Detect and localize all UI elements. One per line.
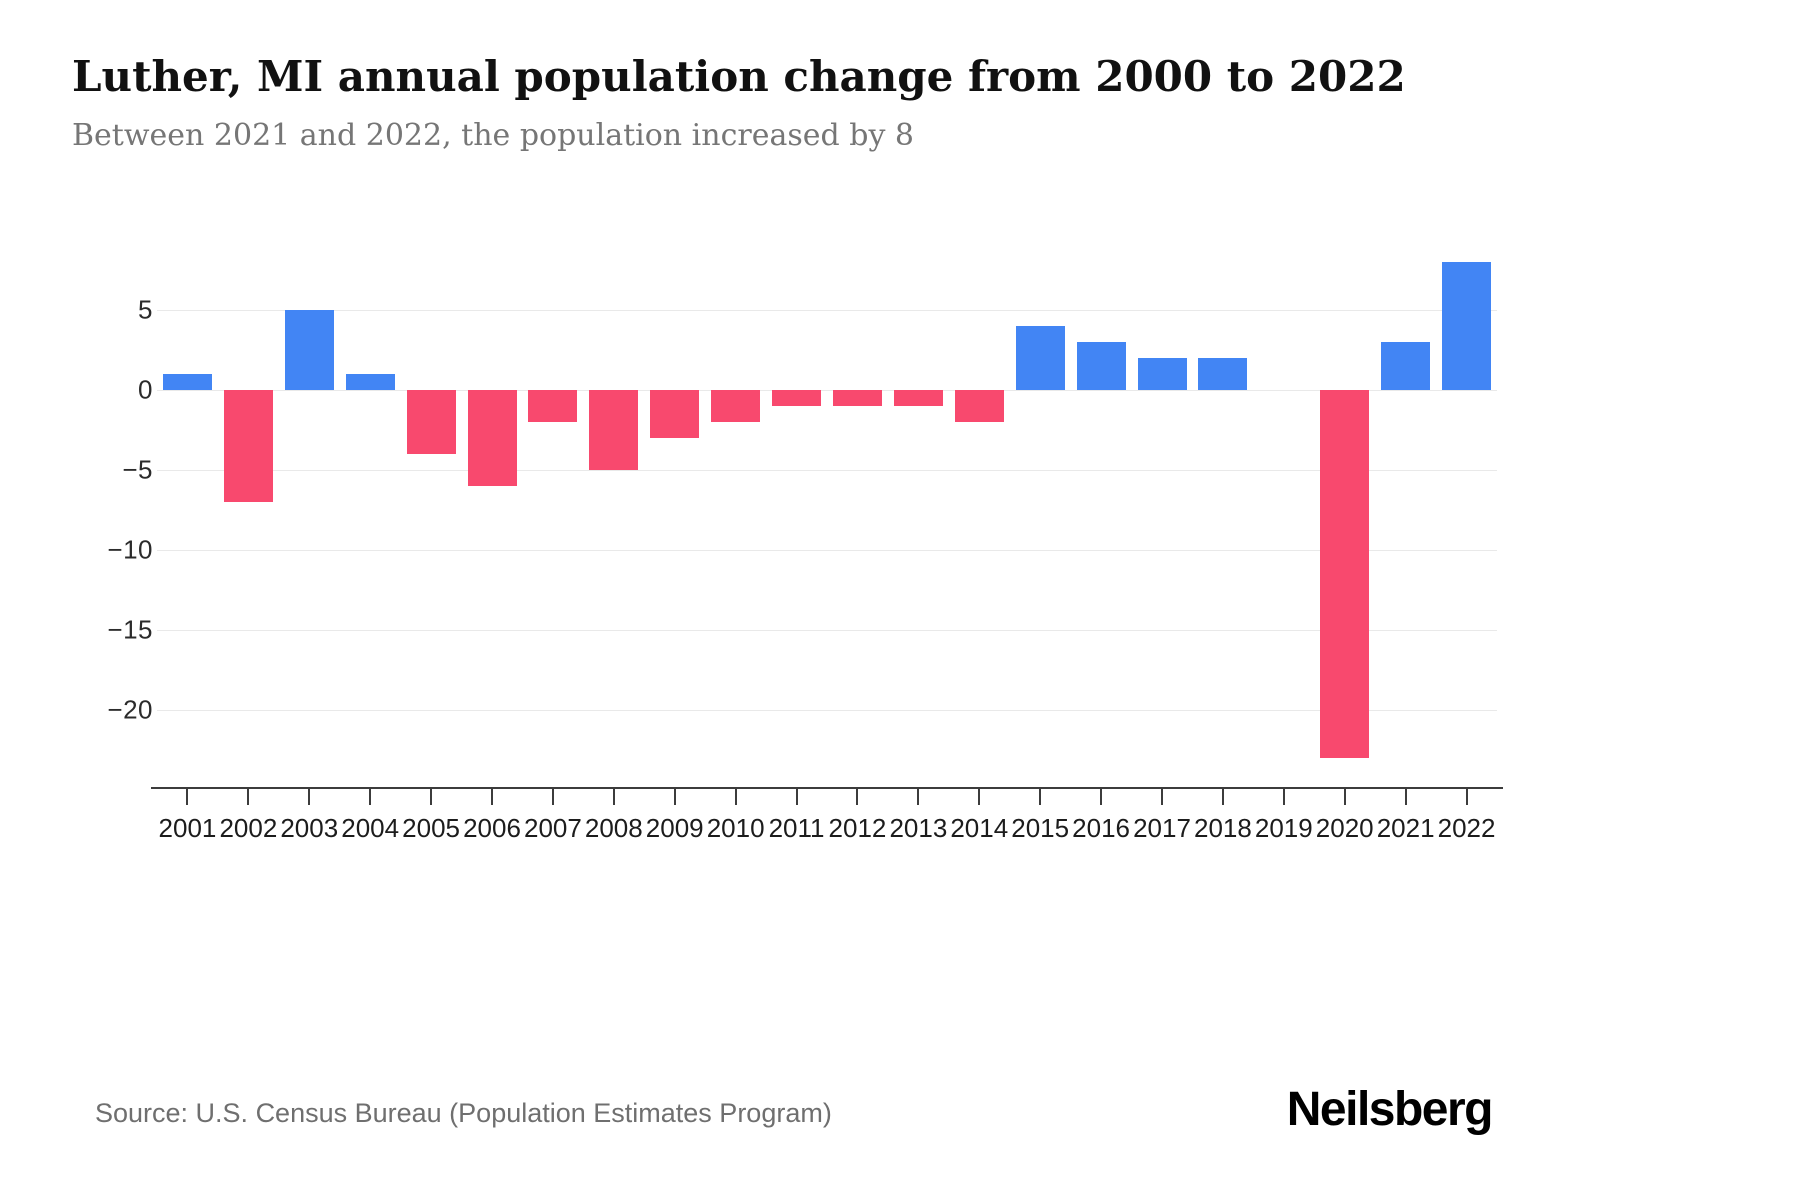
y-tick-label: −10 — [107, 534, 153, 565]
y-tick-label: 5 — [138, 294, 153, 325]
bar-2017 — [1137, 358, 1187, 390]
x-tick — [1343, 789, 1346, 805]
x-axis-line — [151, 787, 1503, 789]
x-tick — [978, 789, 981, 805]
x-tick — [1161, 789, 1163, 805]
x-tick — [612, 789, 615, 805]
bar-2021 — [1381, 342, 1431, 390]
x-tick-label-2011: 2011 — [768, 813, 825, 843]
x-tick — [1404, 789, 1407, 805]
brand-logo: Neilsberg — [1286, 1083, 1494, 1136]
y-tick-label: −5 — [122, 454, 153, 485]
gridline — [157, 630, 1497, 631]
x-tick — [186, 789, 189, 805]
x-tick — [369, 789, 372, 805]
bar-2002 — [223, 390, 273, 502]
bar-2015 — [1015, 326, 1065, 390]
x-tick — [1282, 789, 1285, 805]
x-tick-label-2010: 2010 — [706, 813, 765, 843]
x-tick-label-2002: 2002 — [219, 813, 278, 843]
x-tick — [551, 789, 554, 805]
x-tick — [734, 789, 737, 805]
x-tick-label-2012: 2012 — [828, 813, 887, 843]
bar-2014 — [954, 390, 1004, 422]
x-tick-label-2022: 2022 — [1437, 813, 1496, 843]
bar-2007 — [528, 390, 578, 422]
bar-2001 — [162, 374, 212, 390]
bar-2016 — [1076, 342, 1126, 390]
gridline — [157, 550, 1497, 551]
bar-2008 — [589, 390, 639, 470]
gridline — [157, 310, 1497, 311]
y-tick-label: −20 — [107, 694, 153, 725]
x-tick-label-2009: 2009 — [645, 813, 704, 843]
x-tick — [1039, 789, 1042, 805]
bar-2003 — [284, 310, 334, 390]
x-tick-label-2018: 2018 — [1193, 813, 1252, 843]
chart-title: Luther, MI annual population change from… — [72, 52, 1406, 101]
chart-subtitle: Between 2021 and 2022, the population in… — [72, 118, 915, 153]
bar-2020 — [1320, 390, 1370, 758]
x-tick-label-2019: 2019 — [1254, 813, 1313, 843]
bar-2004 — [345, 374, 395, 390]
x-tick-label-2005: 2005 — [402, 813, 460, 843]
x-tick-label-2001: 2001 — [158, 813, 217, 843]
x-tick-label-2004: 2004 — [341, 813, 400, 843]
x-tick-label-2014: 2014 — [950, 813, 1009, 843]
bar-2018 — [1198, 358, 1248, 390]
x-tick — [1100, 789, 1103, 805]
x-tick-label-2013: 2013 — [889, 813, 948, 843]
x-tick-label-2016: 2016 — [1072, 813, 1130, 843]
bar-2006 — [467, 390, 517, 486]
x-tick — [856, 789, 859, 805]
x-tick — [1465, 789, 1468, 805]
x-tick-label-2007: 2007 — [523, 813, 582, 843]
bar-2013 — [893, 390, 943, 406]
y-tick-label: −15 — [107, 614, 153, 645]
x-tick-label-2015: 2015 — [1011, 813, 1070, 843]
bar-2011 — [772, 390, 822, 406]
x-tick — [247, 789, 250, 805]
bar-2022 — [1442, 262, 1492, 390]
bar-2005 — [406, 390, 456, 454]
x-tick — [430, 789, 433, 805]
gridline — [157, 470, 1497, 471]
x-tick — [491, 789, 493, 805]
x-tick-label-2003: 2003 — [280, 813, 339, 843]
x-tick-label-2006: 2006 — [463, 813, 521, 843]
y-tick-label: 0 — [138, 374, 153, 405]
x-tick — [1221, 789, 1224, 805]
gridline — [157, 710, 1497, 711]
bar-2012 — [832, 390, 882, 406]
x-tick — [795, 789, 798, 805]
x-tick-label-2021: 2021 — [1376, 813, 1435, 843]
x-tick — [917, 789, 920, 805]
x-tick — [308, 789, 311, 805]
x-tick-label-2017: 2017 — [1133, 813, 1191, 843]
x-tick — [673, 789, 676, 805]
x-tick-label-2020: 2020 — [1315, 813, 1374, 843]
bar-chart: 5 0 −5 −10 −15 −20 2001 2002 2003 2004 2005 2006 200… — [95, 215, 1505, 875]
bar-2009 — [650, 390, 700, 438]
gridline — [157, 390, 1497, 391]
x-tick-label-2008: 2008 — [584, 813, 643, 843]
bar-2010 — [711, 390, 761, 422]
source-note: Source: U.S. Census Bureau (Population E… — [95, 1098, 832, 1128]
